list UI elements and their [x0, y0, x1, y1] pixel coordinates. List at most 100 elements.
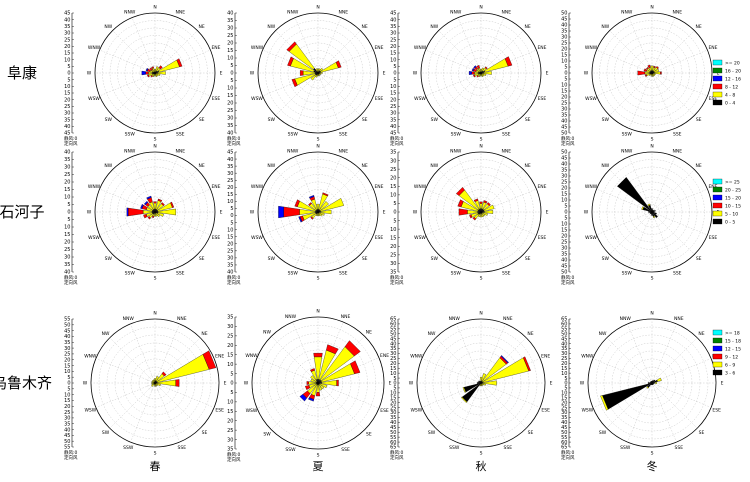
direction-label: SE [199, 117, 205, 123]
legend-swatch [712, 218, 723, 225]
grid-circle [619, 350, 685, 416]
direction-label: SW [602, 117, 610, 123]
axis-tick-label: 55 [390, 435, 396, 441]
wind-petal-segment [320, 198, 345, 212]
axis-tick-label: 30 [64, 111, 70, 117]
direction-label: SE [528, 430, 534, 436]
wind-petal-segment [648, 211, 653, 213]
axis-tick-label: 20 [390, 175, 396, 181]
grid-spoke [651, 30, 695, 74]
axis-tick-label: 25 [64, 247, 70, 253]
wind-petal-segment [147, 216, 151, 220]
calm-note: 静风:0 [64, 274, 78, 281]
wind-petal-segment [644, 74, 648, 77]
axis-tick-label: 50 [64, 439, 70, 445]
wind-petal-segment [141, 70, 146, 76]
legend-swatch [712, 369, 723, 376]
direction-label: W [87, 210, 92, 216]
axis-tick-label: 45 [64, 433, 70, 439]
direction-label: NE [362, 24, 368, 30]
direction-label: ENE [537, 184, 546, 190]
axis-tick-label: 20 [227, 41, 233, 47]
axis-tick-label: 25 [561, 356, 567, 362]
wind-petal-segment [287, 56, 294, 67]
wind-petal-segment [319, 67, 324, 72]
direction-label: NNE [341, 314, 351, 320]
axis-tick-label: 10 [390, 371, 396, 377]
axis-tick-label: 30 [227, 26, 233, 32]
wind-petal-segment [315, 68, 318, 72]
wind-petal-segment [152, 73, 155, 78]
grid-spoke [456, 323, 482, 384]
direction-label: ENE [541, 354, 550, 360]
wind-petal-segment [645, 66, 649, 70]
direction-label: NE [696, 163, 702, 169]
direction-label: NNW [124, 149, 136, 155]
wind-petal-segment [304, 385, 311, 391]
legend-label: 5 - 10 [725, 211, 738, 217]
axis-tick-label: 30 [227, 437, 233, 443]
axis-tick-label: 55 [64, 445, 70, 451]
direction-label: N [479, 5, 482, 11]
season-label: 冬 [647, 459, 658, 473]
axis-tick-label: 30 [390, 261, 396, 267]
wind-petal-segment [478, 213, 481, 218]
variable-note: 定向风 [390, 279, 404, 286]
legend-label: 12 - 15 [725, 346, 741, 352]
direction-label: S [480, 451, 483, 457]
axis-tick-label: 35 [227, 164, 233, 170]
wind-petal-segment [152, 379, 155, 383]
axis-tick-label: 20 [390, 361, 396, 367]
wind-petal-segment [155, 66, 159, 73]
calm-note: 静风:0 [561, 274, 575, 281]
direction-label: WSW [246, 408, 258, 414]
direction-label: E [550, 381, 553, 387]
wind-petal-segment [457, 199, 464, 208]
direction-label: NE [201, 331, 207, 337]
axis-tick-label: 0 [393, 210, 396, 216]
direction-label: SW [102, 430, 110, 436]
station-label: 乌鲁木齐 [0, 374, 52, 392]
direction-label: SE [199, 256, 205, 262]
axis-tick-label: 40 [390, 17, 396, 23]
wind-petal-segment [481, 383, 483, 387]
wind-petal-segment [651, 209, 656, 213]
wind-petal-segment [654, 382, 658, 384]
direction-label: S [317, 276, 320, 282]
wind-petal-segment [317, 74, 319, 77]
grid-spoke [112, 211, 156, 255]
axis-tick-label: 10 [561, 371, 567, 377]
axis-tick-label: 10 [390, 193, 396, 199]
calm-note: 静风:0 [390, 135, 404, 142]
wind-petal-segment [145, 67, 149, 72]
axis-tick-label: 35 [390, 270, 396, 276]
calm-note: 静风:0 [390, 449, 404, 456]
direction-label: WNW [410, 354, 423, 360]
grid-spoke [275, 72, 319, 116]
grid-spoke [651, 211, 708, 236]
station-row: 石河子NNNENEENEEESESESSESSSWSWWSWWWNWNWNNW4… [0, 144, 741, 287]
axis-tick-label: 30 [227, 256, 233, 262]
wind-petal-segment [151, 380, 155, 383]
wind-petal-segment [486, 202, 491, 207]
wind-petal-segment [481, 212, 486, 217]
grid-spoke [421, 358, 482, 384]
axis-tick-label: 65 [561, 445, 567, 451]
season-label: 春 [150, 460, 161, 473]
axis-tick-label: 5 [393, 376, 396, 382]
axis-tick-label: 15 [390, 235, 396, 241]
axis-tick-label: 25 [227, 33, 233, 39]
direction-label: NE [199, 24, 205, 30]
axis-tick-label: 50 [390, 331, 396, 337]
axis-tick-label: 5 [230, 371, 233, 377]
axis-tick-label: 45 [561, 156, 567, 162]
direction-label: W [250, 71, 255, 77]
grid-spoke [651, 337, 698, 384]
direction-label: S [154, 276, 157, 282]
axis-tick-label: 0 [230, 71, 233, 77]
wind-petal-segment [299, 394, 307, 402]
wind-petal-segment [316, 203, 320, 210]
grid-spoke [294, 211, 319, 268]
direction-label: NE [525, 24, 531, 30]
